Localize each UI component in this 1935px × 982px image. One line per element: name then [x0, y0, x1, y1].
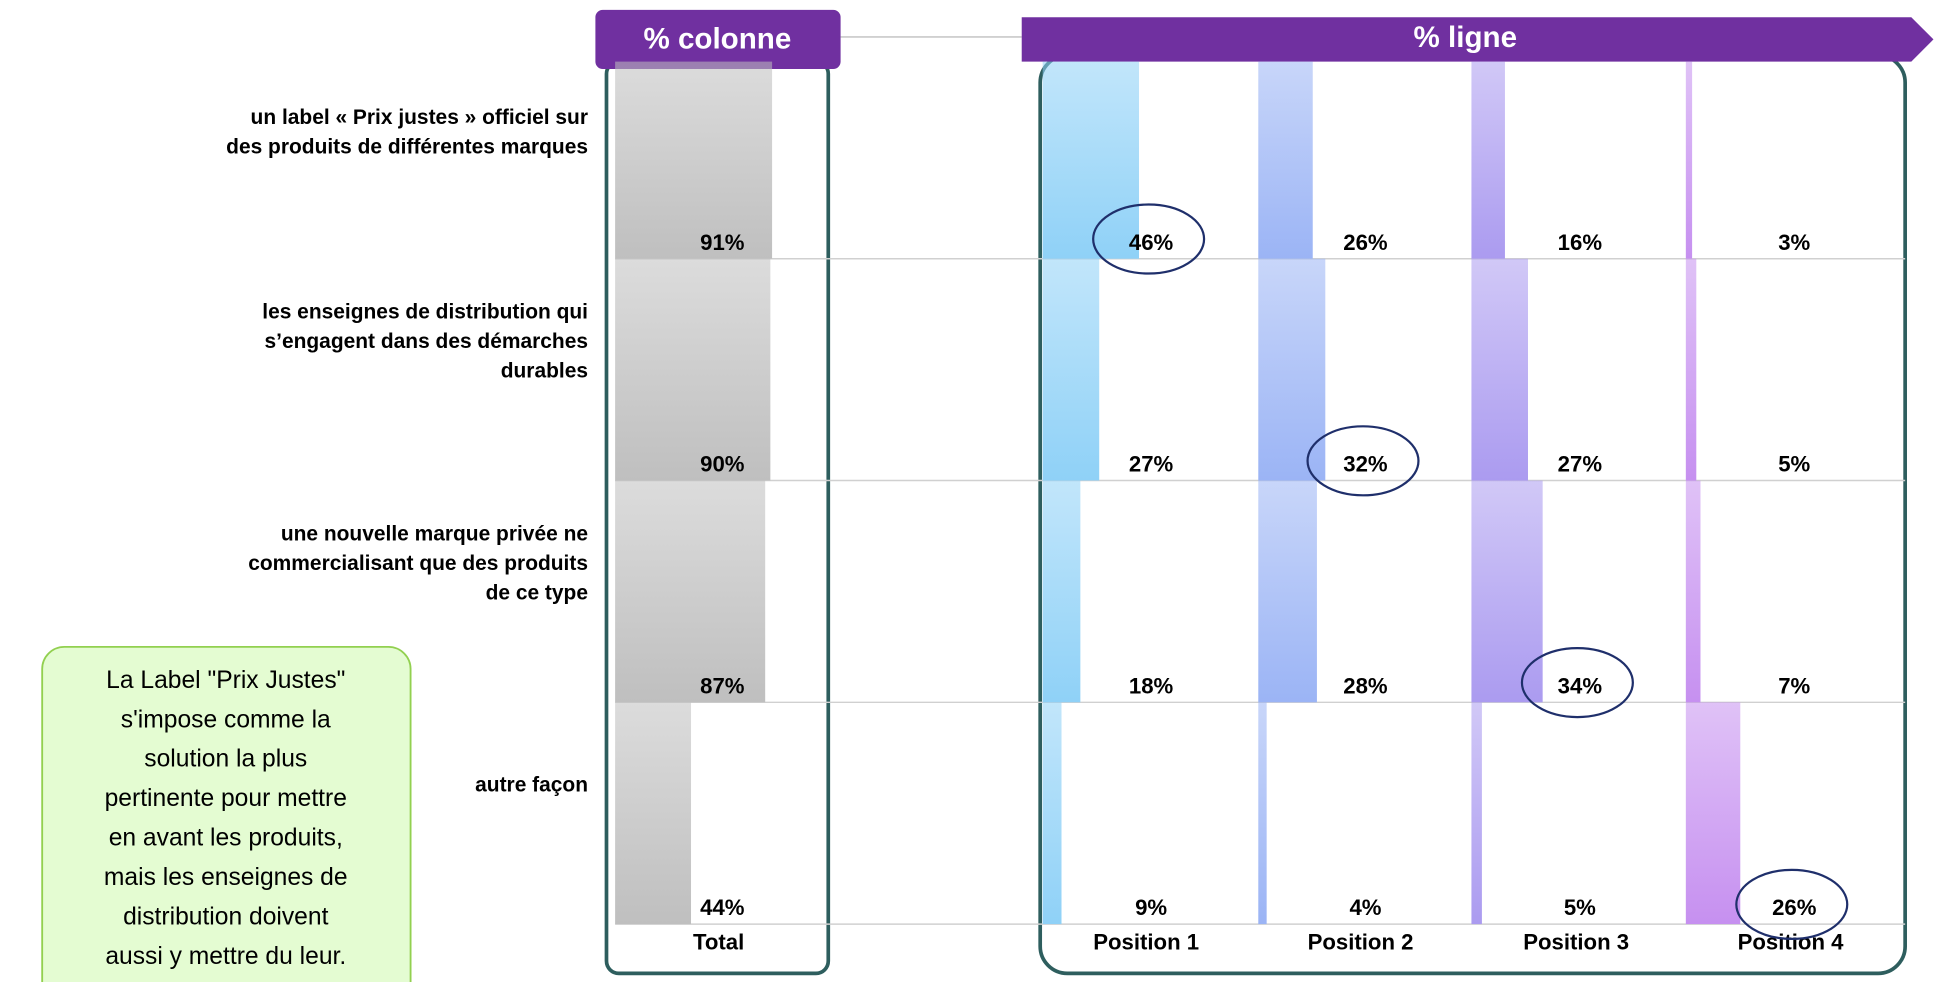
- highlight-circle: [1092, 203, 1206, 275]
- row-label: de ce type: [486, 581, 588, 604]
- bar: [1042, 702, 1062, 925]
- bar: [1258, 480, 1317, 703]
- value-label: 32%: [1343, 452, 1388, 477]
- row-header: % ligne: [1414, 21, 1517, 54]
- bar: [1685, 480, 1701, 703]
- bar: [615, 258, 771, 481]
- bar: [1042, 480, 1081, 703]
- note-text: La Label "Prix Justes": [106, 667, 345, 694]
- value-label: 16%: [1558, 230, 1603, 255]
- column-header-box: [595, 9, 841, 69]
- bar: [1685, 702, 1741, 925]
- value-label: 5%: [1778, 452, 1810, 477]
- row-label: commercialisant que des produits: [248, 552, 588, 575]
- column-label: Position 2: [1308, 930, 1414, 955]
- value-label: 27%: [1129, 452, 1174, 477]
- column-label: Total: [693, 930, 744, 955]
- note-text: mais les enseignes de: [104, 864, 348, 891]
- note-text: en avant les produits,: [109, 825, 343, 852]
- row-label: des produits de différentes marques: [226, 135, 588, 158]
- bar: [1042, 61, 1140, 259]
- bar: [1471, 61, 1505, 259]
- bar: [615, 702, 692, 925]
- value-label: 26%: [1772, 895, 1817, 920]
- value-label: 27%: [1558, 452, 1603, 477]
- note-text: solution la plus: [144, 746, 307, 773]
- row-header-arrow: [1021, 17, 1934, 62]
- bar: [1258, 61, 1313, 259]
- bar: [1042, 258, 1100, 481]
- note-text: pertinente pour mettre: [105, 785, 347, 812]
- highlight-circle: [1520, 646, 1634, 719]
- value-label: 18%: [1129, 673, 1174, 698]
- row-label: les enseignes de distribution qui: [262, 300, 588, 323]
- bar: [1471, 258, 1528, 481]
- value-label: 44%: [700, 895, 745, 920]
- row-label: autre façon: [475, 774, 588, 797]
- note-text: aussi y mettre du leur.: [105, 943, 346, 970]
- value-label: 5%: [1564, 895, 1596, 920]
- row-label: durables: [501, 360, 588, 383]
- row-label: s’engagent dans des démarches: [265, 330, 589, 353]
- value-label: 34%: [1558, 673, 1603, 698]
- value-label: 3%: [1778, 230, 1810, 255]
- bar: [1258, 702, 1267, 925]
- note-text: s'impose comme la: [121, 706, 331, 733]
- column-label: Position 4: [1738, 930, 1845, 955]
- column-label: Position 3: [1523, 930, 1629, 955]
- highlight-circle: [1306, 425, 1420, 497]
- value-label: 28%: [1343, 673, 1388, 698]
- value-label: 91%: [700, 230, 745, 255]
- value-label: 9%: [1135, 895, 1167, 920]
- bar: [615, 61, 773, 259]
- note-text: distribution doivent: [123, 903, 328, 930]
- bar: [1685, 258, 1697, 481]
- bar: [1471, 702, 1482, 925]
- column-label: Position 1: [1093, 930, 1199, 955]
- value-label: 87%: [700, 673, 745, 698]
- value-label: 7%: [1778, 673, 1810, 698]
- bar: [1471, 480, 1543, 703]
- highlight-circle: [1735, 868, 1849, 940]
- value-label: 46%: [1129, 230, 1174, 255]
- row-label: un label « Prix justes » officiel sur: [251, 106, 588, 129]
- bar: [1685, 61, 1693, 259]
- column-header: % colonne: [643, 22, 791, 55]
- value-label: 90%: [700, 452, 745, 477]
- value-label: 26%: [1343, 230, 1388, 255]
- value-label: 4%: [1349, 895, 1381, 920]
- bar: [1258, 258, 1326, 481]
- row-label: une nouvelle marque privée ne: [281, 522, 588, 545]
- bar: [615, 480, 766, 703]
- note-box: [41, 645, 412, 982]
